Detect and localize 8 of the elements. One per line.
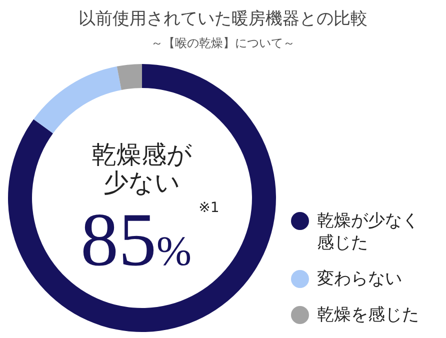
chart-title: 以前使用されていた暖房機器との比較 [78,9,368,29]
text: ※1 [198,200,220,216]
legend-label: 乾燥が少なく感じた [317,211,419,253]
chart-subtitle: ～【喉の乾燥】について～ [151,36,295,50]
data-label: 85% [80,198,192,282]
legend-label: 乾燥を感じた [317,305,419,325]
legend-label: 変わらない [317,269,402,289]
text: 乾燥感が少ない [92,140,192,197]
